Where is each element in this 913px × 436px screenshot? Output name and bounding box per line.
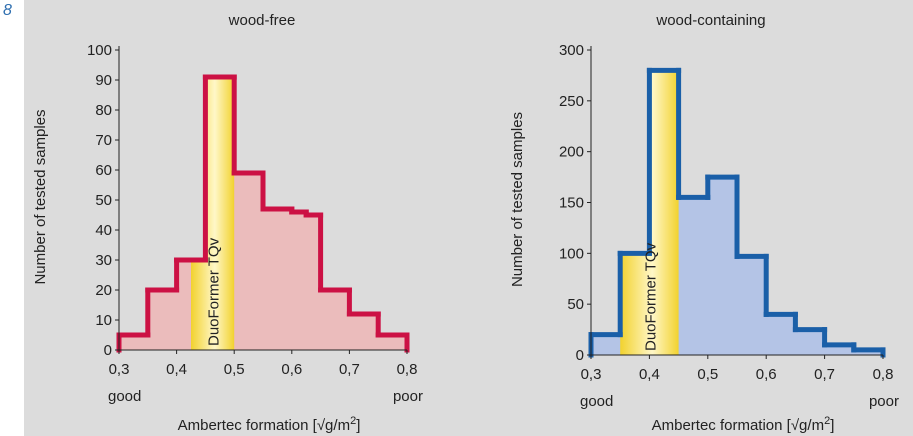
x-axis-label: Ambertec formation [√g/m2] xyxy=(652,415,835,434)
y-tick-label: 50 xyxy=(567,296,584,313)
x-tick-label: 0,7 xyxy=(339,361,360,378)
x-tick-label: 0,8 xyxy=(873,366,894,383)
y-tick-label: 100 xyxy=(559,245,584,262)
chart-1: DuoFormer TQv 0 50 100 150 200 250 300 0,3 0,4 0,5… xyxy=(509,12,899,434)
histogram-fill xyxy=(119,77,407,350)
highlight-band xyxy=(191,77,235,350)
x-tick-label: 0,3 xyxy=(109,361,130,378)
x-tick-label: 0,8 xyxy=(397,361,418,378)
highlight-label: DuoFormer TQv xyxy=(642,242,659,351)
figure-number: 8 xyxy=(3,2,12,19)
y-tick-label: 150 xyxy=(559,195,584,212)
y-axis-label: Number of tested samples xyxy=(509,112,526,287)
x-tick-label: 0,3 xyxy=(581,366,602,383)
x-tick-label: 0,6 xyxy=(756,366,777,383)
y-axis-label: Number of tested samples xyxy=(32,109,49,284)
x-tick-label: 0,5 xyxy=(697,366,718,383)
x-good-label: good xyxy=(580,393,613,410)
y-tick-label: 80 xyxy=(95,102,112,119)
x-poor-label: poor xyxy=(393,388,423,405)
y-tick-label: 200 xyxy=(559,144,584,161)
x-tick-label: 0,7 xyxy=(814,366,835,383)
x-tick-label: 0,5 xyxy=(224,361,245,378)
x-axis-label: Ambertec formation [√g/m2] xyxy=(178,415,361,434)
y-tick-label: 250 xyxy=(559,93,584,110)
y-tick-label: 30 xyxy=(95,252,112,269)
x-tick-label: 0,4 xyxy=(166,361,187,378)
y-tick-label: 100 xyxy=(87,42,112,59)
chart-panel xyxy=(24,0,913,436)
y-tick-label: 300 xyxy=(559,42,584,59)
x-good-label: good xyxy=(108,388,141,405)
chart-0: DuoFormer TQv 0 10 20 30 40 50 60 70 80 90 100 0,3 0,… xyxy=(32,12,423,434)
highlight-label: DuoFormer TQv xyxy=(206,237,223,346)
y-tick-label: 0 xyxy=(576,347,584,364)
y-tick-label: 40 xyxy=(95,222,112,239)
y-tick-label: 20 xyxy=(95,282,112,299)
x-tick-label: 0,6 xyxy=(281,361,302,378)
x-tick-label: 0,4 xyxy=(639,366,660,383)
y-tick-label: 60 xyxy=(95,162,112,179)
y-tick-label: 70 xyxy=(95,132,112,149)
y-tick-label: 10 xyxy=(95,312,112,329)
y-tick-label: 50 xyxy=(95,192,112,209)
chart-title: wood-free xyxy=(228,12,296,29)
y-tick-label: 90 xyxy=(95,72,112,89)
x-poor-label: poor xyxy=(869,393,899,410)
chart-title: wood-containing xyxy=(655,12,765,29)
y-tick-label: 0 xyxy=(104,342,112,359)
